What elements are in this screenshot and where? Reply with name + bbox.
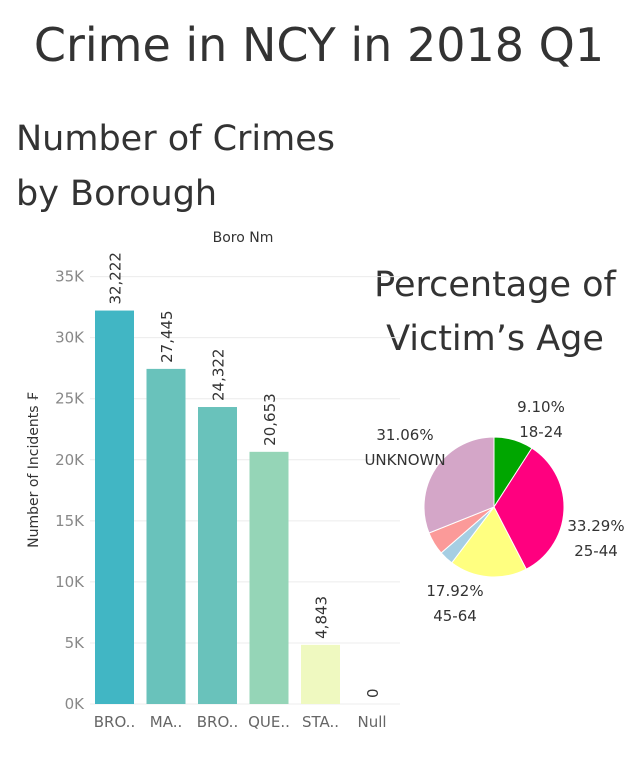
pie-percent-label: 17.92% xyxy=(426,582,483,600)
bar-value-label: 32,222 xyxy=(107,252,125,305)
y-tick-label: 25K xyxy=(55,390,85,408)
y-tick-label: 10K xyxy=(55,573,85,591)
pie-chart: 9.10% 18-24 33.29% 25-44 17.92% 45-64 31.06% UN… xyxy=(364,398,624,625)
x-tick-label: QUE.. xyxy=(248,713,290,731)
x-tick-label: BRO.. xyxy=(197,713,238,731)
pie-category-label: 25-44 xyxy=(574,542,618,560)
pie-category-label: 18-24 xyxy=(519,423,563,441)
bar-value-label: 0 xyxy=(364,688,382,698)
bar xyxy=(95,310,134,704)
pie-percent-label: 31.06% xyxy=(376,426,433,444)
bar xyxy=(146,368,186,704)
bar xyxy=(249,451,289,704)
x-tick-label: BRO.. xyxy=(94,713,135,731)
bar-chart-subtitle: Boro Nm xyxy=(213,230,274,246)
bar-value-label: 27,445 xyxy=(158,310,176,363)
pie-slice xyxy=(493,447,565,570)
bar-value-label: 24,322 xyxy=(210,349,228,402)
bar-chart-title: Number of Crimes by Borough xyxy=(16,119,335,214)
y-tick-label: 15K xyxy=(55,512,85,530)
pie-category-label: 45-64 xyxy=(433,607,477,625)
y-axis-label: Number of Incidents ₣ xyxy=(26,392,42,548)
y-tick-label: 5K xyxy=(65,634,86,652)
page-title: Crime in NCY in 2018 Q1 xyxy=(33,18,605,72)
pie-slice xyxy=(423,436,495,534)
pie-chart-title: Percentage of Victim’s Age xyxy=(374,265,616,359)
pie-category-label: UNKNOWN xyxy=(364,451,445,469)
bar xyxy=(198,407,237,704)
pie-slice xyxy=(451,506,527,578)
y-tick-label: 30K xyxy=(55,329,85,347)
pie-percent-label: 9.10% xyxy=(517,398,565,416)
bar-value-label: 4,843 xyxy=(313,596,331,639)
pie-percent-label: 33.29% xyxy=(567,517,624,535)
bar-value-label: 20,653 xyxy=(261,393,279,446)
y-tick-label: 20K xyxy=(55,451,85,469)
x-tick-label: STA.. xyxy=(302,713,339,731)
x-tick-label: Null xyxy=(357,713,386,731)
bar xyxy=(301,644,340,704)
y-tick-label: 0K xyxy=(65,695,86,713)
y-tick-label: 35K xyxy=(55,268,85,286)
x-tick-label: MA.. xyxy=(150,713,182,731)
bar-chart: 0K 5K 10K 15K 20K 25K 30K 35K Boro Nm Number of I… xyxy=(26,230,400,731)
